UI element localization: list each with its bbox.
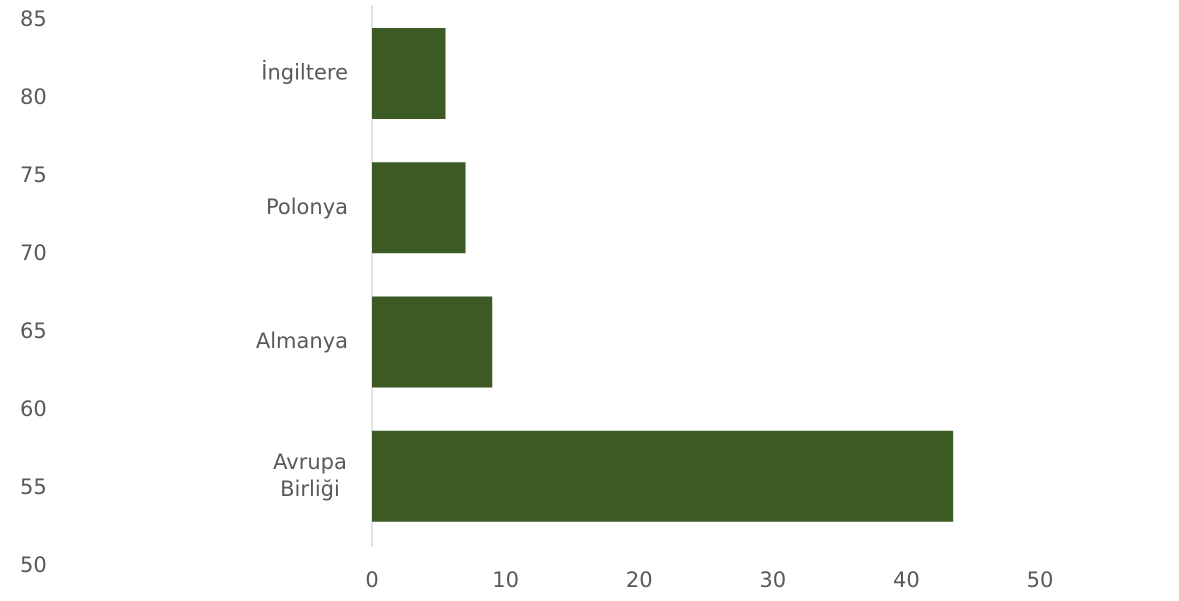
x-axis-tick-label: 30 [759,568,786,592]
category-label: İngiltere [261,60,348,85]
left-axis-tick-label: 85 [20,7,47,31]
bar [372,162,466,254]
bars [372,28,954,522]
left-axis-tick-label: 80 [20,85,47,109]
left-axis-tick-label: 60 [20,397,47,421]
left-axis: 85 80 75 70 65 60 55 50 [20,7,47,577]
left-axis-tick-label: 65 [20,319,47,343]
left-axis-tick-label: 70 [20,241,47,265]
x-axis-tick-label: 50 [1027,568,1054,592]
category-label: Polonya [266,195,348,219]
x-axis-tick-label: 0 [365,568,378,592]
bar [372,296,493,388]
category-labels: Avrupa Birliği Almanya Polonya İngiltere [256,60,348,501]
bar [372,28,446,119]
left-axis-tick-label: 55 [20,475,47,499]
x-axis: 0 10 20 30 40 50 [365,568,1053,592]
x-axis-tick-label: 20 [626,568,653,592]
category-label: Avrupa Birliği [273,450,347,501]
left-axis-tick-label: 75 [20,163,47,187]
category-label: Almanya [256,329,348,353]
bar [372,430,954,522]
left-axis-tick-label: 50 [20,553,47,577]
x-axis-tick-label: 10 [492,568,519,592]
x-axis-tick-label: 40 [893,568,920,592]
